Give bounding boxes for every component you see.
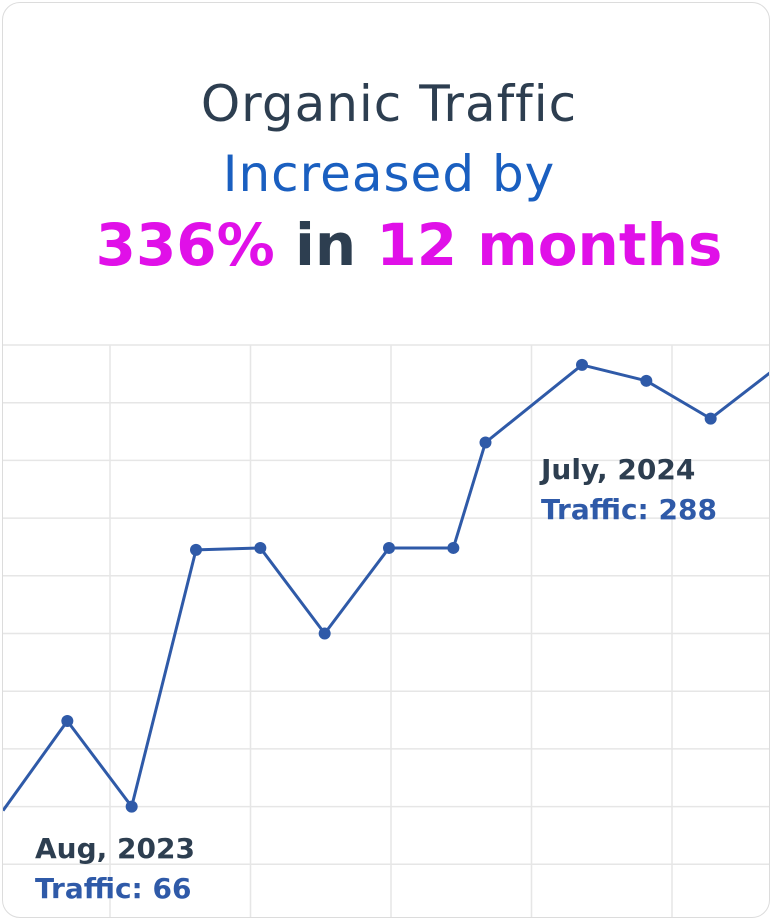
- line: [3, 363, 769, 812]
- point: [383, 541, 395, 554]
- point: [640, 374, 653, 387]
- title-period: 12 months: [376, 211, 723, 279]
- point: [125, 800, 138, 813]
- title-line: 336% in 12 months: [23, 211, 769, 279]
- title-line: Organic Traffic: [200, 75, 578, 133]
- annotation: Aug, 2023 Traffic: 66: [35, 829, 195, 909]
- title-number: 336%: [95, 211, 275, 279]
- annotation-date: Aug, 2023: [35, 832, 195, 865]
- point: [576, 358, 588, 371]
- annotation-value: Traffic: 66: [35, 872, 192, 905]
- annotation-value: Traffic: 288: [541, 493, 717, 526]
- chart: [3, 344, 769, 917]
- point: [61, 715, 74, 728]
- point: [447, 541, 460, 554]
- annotation: July, 2024 Traffic: 288: [541, 450, 717, 530]
- point: [479, 436, 492, 449]
- point: [704, 412, 717, 425]
- point: [318, 627, 331, 640]
- point: [254, 541, 267, 554]
- annotation-date: July, 2024: [541, 453, 696, 486]
- title-word: in: [294, 211, 357, 279]
- point: [190, 543, 202, 556]
- title-line: Increased by: [222, 145, 556, 203]
